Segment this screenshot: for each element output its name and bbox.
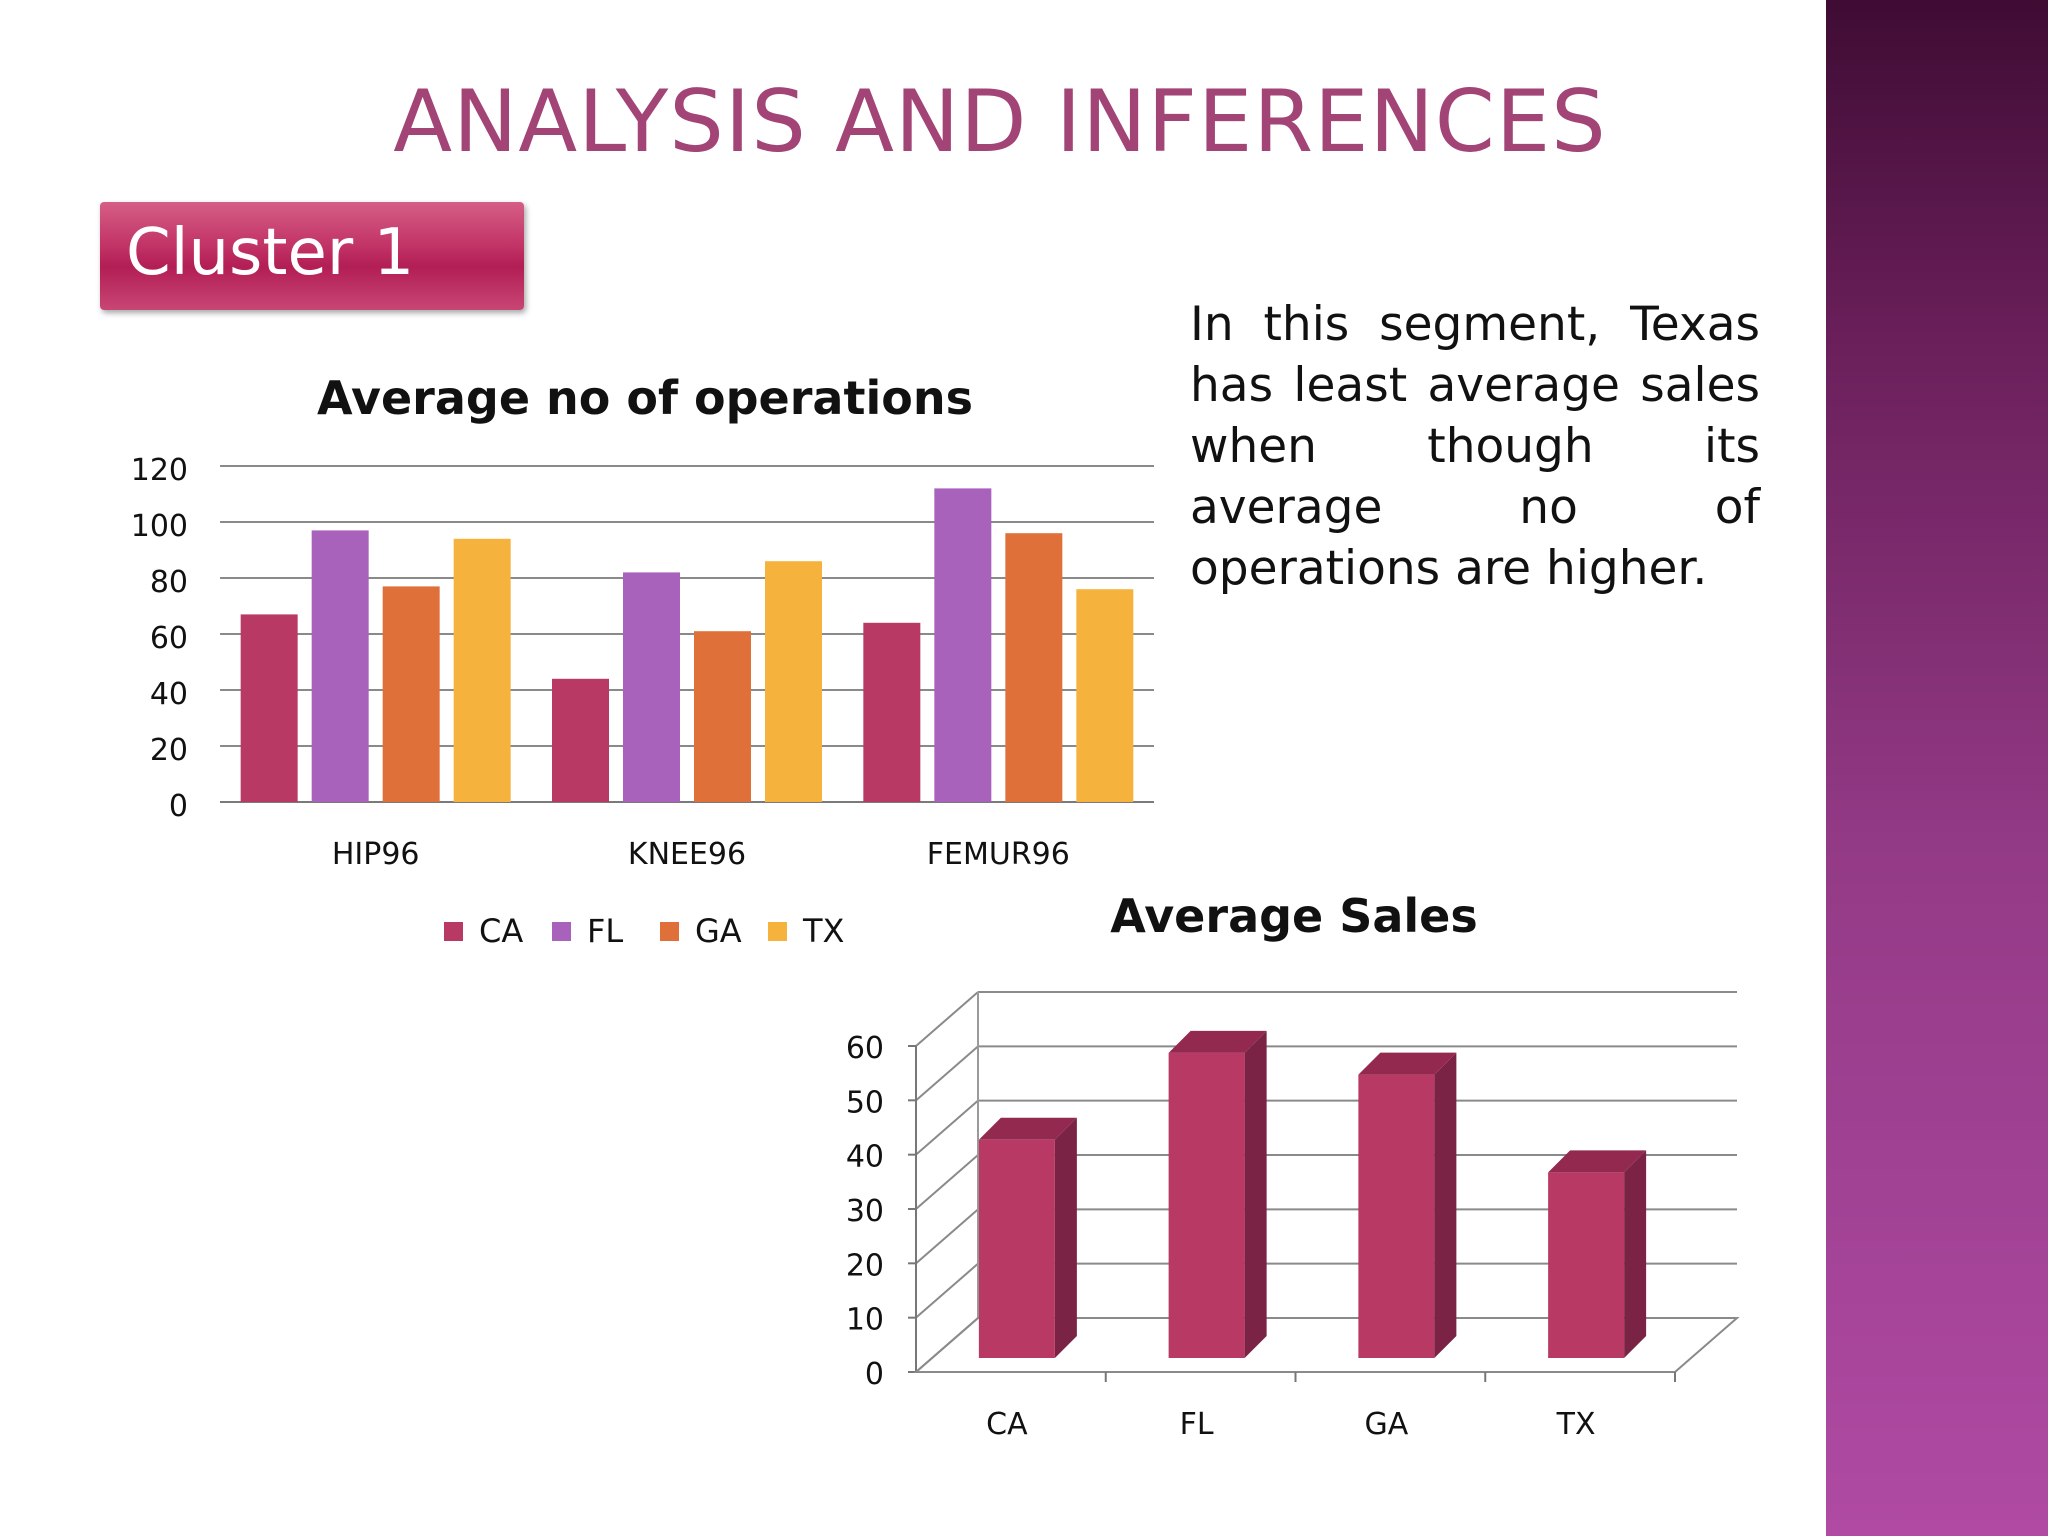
sales-category-labels: CA FL GA TX — [986, 1407, 1595, 1442]
legend-swatch-GA — [660, 922, 679, 941]
bar-side — [1624, 1150, 1647, 1358]
category-label: KNEE96 — [628, 837, 746, 872]
sales-bar-CA — [978, 1117, 1077, 1358]
legend-label-CA: CA — [479, 912, 523, 950]
bar-front — [978, 1139, 1055, 1358]
side-gridline — [915, 1208, 979, 1265]
operations-bars — [240, 488, 1134, 802]
inference-text: In this segment, Texas has least average… — [1190, 297, 1760, 596]
side-gridline — [915, 1262, 979, 1319]
sales-chart-title: Average Sales — [1110, 889, 1478, 943]
y-tick-label: 10 — [846, 1303, 884, 1338]
category-label: GA — [1364, 1407, 1408, 1442]
bar-FL-FEMUR96 — [934, 488, 992, 802]
bar-GA-HIP96 — [382, 586, 440, 802]
sales-3d-frame — [908, 991, 1740, 1382]
bar-side — [1434, 1052, 1457, 1358]
bar-side — [1054, 1117, 1077, 1358]
bar-side — [1244, 1030, 1267, 1358]
category-label: CA — [986, 1407, 1028, 1442]
legend-label-FL: FL — [587, 912, 623, 950]
y-tick-label: 120 — [131, 453, 188, 488]
bar-TX-KNEE96 — [765, 561, 822, 802]
bar-TX-HIP96 — [453, 538, 511, 802]
sales-chart: 0 10 20 30 40 50 60 CA FL GA TX Average Sales — [846, 889, 1740, 1442]
bar-CA-FEMUR96 — [863, 622, 921, 802]
y-tick-label: 20 — [846, 1248, 884, 1283]
category-label: FEMUR96 — [927, 837, 1070, 872]
sales-bar-FL — [1168, 1030, 1267, 1358]
y-tick-label: 40 — [150, 677, 188, 712]
bar-FL-HIP96 — [311, 530, 369, 802]
y-tick-label: 0 — [169, 789, 188, 824]
legend-swatch-FL — [552, 922, 571, 941]
sales-bar-GA — [1358, 1052, 1457, 1358]
cluster-label: Cluster 1 — [126, 216, 415, 290]
slide-title: ANALYSIS AND INFERENCES — [393, 72, 1607, 172]
side-decoration-band — [1826, 0, 2048, 1536]
bar-top — [1548, 1150, 1647, 1173]
y-tick-label: 0 — [865, 1357, 884, 1392]
side-gridline — [915, 1154, 979, 1210]
bar-top — [978, 1117, 1077, 1140]
bar-CA-HIP96 — [240, 614, 298, 802]
operations-chart-title: Average no of operations — [317, 371, 973, 425]
y-tick-label: 100 — [131, 509, 188, 544]
y-tick-label: 60 — [150, 621, 188, 656]
operations-y-ticks: 0 20 40 60 80 100 120 — [131, 453, 188, 824]
y-tick-label: 20 — [150, 733, 188, 768]
category-label: HIP96 — [332, 837, 420, 872]
side-gridline — [915, 991, 979, 1047]
y-tick-label: 60 — [846, 1031, 884, 1066]
operations-legend: CA FL GA TX — [444, 912, 844, 950]
floor — [913, 1317, 1740, 1373]
side-gridline — [915, 1045, 979, 1102]
operations-chart: 0 20 40 60 80 100 120 HIP96 KNEE96 FEMUR96 CA FL G… — [131, 371, 1154, 950]
legend-swatch-TX — [768, 922, 787, 941]
sales-bars — [978, 1030, 1647, 1358]
category-label: TX — [1556, 1407, 1596, 1442]
legend-swatch-CA — [444, 922, 463, 941]
bar-front — [1548, 1172, 1625, 1358]
y-tick-label: 80 — [150, 565, 188, 600]
category-label: FL — [1180, 1407, 1214, 1442]
bar-front — [1358, 1074, 1435, 1358]
y-tick-label: 30 — [846, 1194, 884, 1229]
side-gridline — [915, 1099, 979, 1156]
bar-top — [1168, 1030, 1267, 1053]
operations-gridlines — [220, 465, 1154, 803]
bar-GA-FEMUR96 — [1005, 533, 1063, 802]
legend-label-TX: TX — [802, 912, 844, 950]
y-tick-label: 40 — [846, 1140, 884, 1175]
bar-GA-KNEE96 — [694, 631, 751, 802]
bar-front — [1168, 1052, 1245, 1358]
sales-bar-TX — [1548, 1150, 1647, 1358]
cluster-badge: Cluster 1 — [100, 202, 524, 310]
operations-category-labels: HIP96 KNEE96 FEMUR96 — [332, 837, 1070, 872]
y-tick-label: 50 — [846, 1085, 884, 1120]
sales-y-ticks: 0 10 20 30 40 50 60 — [846, 1031, 884, 1392]
legend-label-GA: GA — [695, 912, 742, 950]
bar-CA-KNEE96 — [552, 678, 609, 802]
bar-top — [1358, 1052, 1457, 1075]
bar-TX-FEMUR96 — [1076, 589, 1134, 802]
bar-FL-KNEE96 — [623, 572, 680, 802]
